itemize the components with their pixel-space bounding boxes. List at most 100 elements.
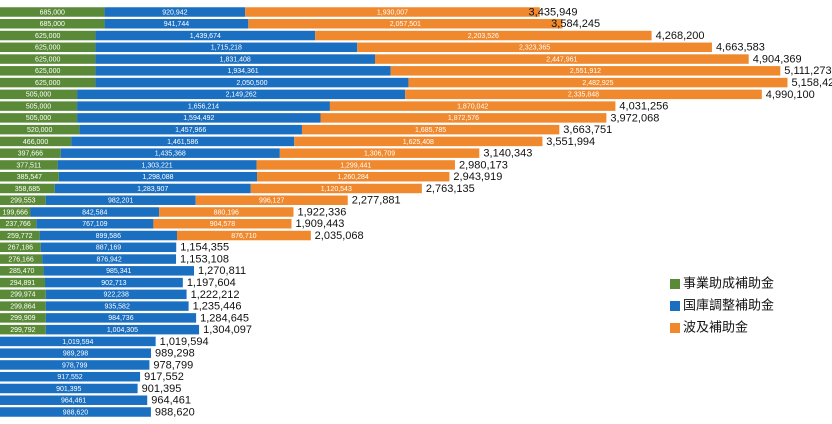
bar-segment	[95, 66, 391, 76]
segment-label: 2,203,526	[468, 33, 499, 40]
bar-segment	[0, 136, 72, 147]
segment-label: 1,625,408	[403, 139, 434, 146]
segment-label: 887,169	[96, 245, 121, 252]
total-label: 2,277,881	[352, 195, 401, 207]
segment-label: 1,004,305	[107, 327, 138, 334]
bar-segment	[301, 124, 560, 135]
segment-label: 1,299,441	[340, 162, 371, 169]
bar-segment	[279, 148, 480, 158]
segment-label: 625,000	[35, 56, 60, 63]
total-label: 989,298	[155, 348, 195, 360]
total-label: 1,154,355	[180, 242, 229, 254]
bar-segment	[176, 230, 311, 241]
bar-segment	[45, 277, 183, 288]
segment-label: 1,934,361	[227, 68, 258, 75]
bar-segment	[79, 124, 302, 135]
segment-label: 876,710	[231, 233, 256, 240]
segment-label: 377,511	[16, 162, 41, 169]
bar-segment	[248, 19, 563, 29]
bar-segment	[390, 66, 781, 76]
bar-segment	[60, 148, 280, 158]
total-label: 5,111,273	[784, 65, 831, 77]
total-label: 3,972,068	[610, 112, 659, 124]
segment-label: 2,335,848	[568, 92, 599, 99]
bar-segment	[0, 348, 152, 358]
segment-label: 904,578	[210, 221, 235, 228]
legend-label: 国庫調整補助金	[683, 298, 774, 314]
segment-label: 2,447,961	[546, 56, 577, 63]
bar-segment	[30, 207, 160, 217]
segment-label: 935,582	[105, 303, 130, 310]
segment-label: 1,457,966	[175, 127, 206, 134]
segment-label: 299,974	[10, 292, 35, 299]
bar-segment	[45, 195, 196, 205]
segment-label: 199,666	[3, 209, 28, 216]
segment-label: 2,149,262	[226, 92, 257, 99]
segment-label: 1,306,709	[364, 151, 395, 158]
bar-segment	[153, 219, 292, 229]
bar-segment	[95, 77, 409, 88]
segment-label: 1,303,221	[142, 162, 173, 169]
total-label: 1,153,108	[180, 253, 229, 265]
segment-label: 985,341	[106, 268, 131, 275]
bar-segment	[320, 113, 607, 123]
bar-segment	[0, 230, 40, 241]
segment-label: 1,435,368	[155, 151, 186, 158]
bar-segment	[245, 7, 540, 17]
bar-segment	[0, 160, 58, 170]
total-label: 4,990,100	[766, 89, 815, 101]
bar-segment	[357, 42, 712, 53]
bar-segment	[0, 195, 46, 205]
segment-label: 2,482,925	[582, 80, 613, 87]
segment-label: 505,000	[26, 115, 51, 122]
total-label: 3,435,949	[529, 6, 578, 18]
segment-label: 299,792	[10, 327, 35, 334]
segment-label: 1,930,007	[377, 9, 408, 16]
bar-segment	[104, 19, 249, 29]
segment-label: 1,019,594	[62, 339, 93, 346]
total-label: 1,304,097	[203, 324, 252, 336]
bar-segment	[0, 207, 31, 217]
bar-segment	[0, 124, 80, 135]
total-label: 901,395	[142, 383, 182, 395]
segment-label: 1,461,586	[167, 139, 198, 146]
bar-segment	[77, 101, 330, 111]
bar-segment	[0, 19, 105, 29]
bar-segment	[0, 66, 96, 76]
bar-segment	[104, 7, 246, 17]
segment-label: 922,238	[104, 292, 129, 299]
segment-label: 1,260,284	[338, 174, 369, 181]
total-label: 2,943,919	[453, 171, 502, 183]
segment-label: 996,127	[259, 198, 284, 205]
total-label: 1,909,443	[295, 218, 344, 230]
segment-label: 505,000	[26, 92, 51, 99]
bar-segment	[45, 313, 197, 323]
total-label: 3,140,343	[483, 148, 532, 160]
segment-label: 920,942	[162, 9, 187, 16]
segment-label: 466,000	[23, 139, 48, 146]
bar-segment	[71, 136, 295, 147]
bar-segment	[408, 77, 788, 88]
segment-label: 2,057,501	[390, 21, 421, 28]
segment-label: 2,551,912	[570, 68, 601, 75]
total-label: 978,799	[153, 359, 193, 371]
total-label: 1,235,446	[193, 301, 242, 313]
bar-segment	[36, 219, 154, 229]
bar-segment	[0, 42, 96, 53]
segment-label: 358,685	[15, 186, 40, 193]
segment-label: 767,109	[82, 221, 107, 228]
bar-segment	[0, 313, 46, 323]
segment-label: 685,000	[40, 21, 65, 28]
bar-segment	[0, 395, 148, 405]
total-label: 4,268,200	[656, 30, 705, 42]
bar-segment	[0, 30, 96, 41]
segment-label: 625,000	[35, 33, 60, 40]
bar-segment	[256, 160, 455, 170]
total-label: 3,551,994	[546, 136, 595, 148]
segment-label: 1,685,785	[415, 127, 446, 134]
segment-label: 917,552	[57, 374, 82, 381]
bar-segment	[0, 383, 138, 394]
total-label: 1,270,811	[198, 265, 246, 277]
segment-label: 1,872,576	[448, 115, 479, 122]
total-label: 1,197,604	[187, 277, 236, 289]
